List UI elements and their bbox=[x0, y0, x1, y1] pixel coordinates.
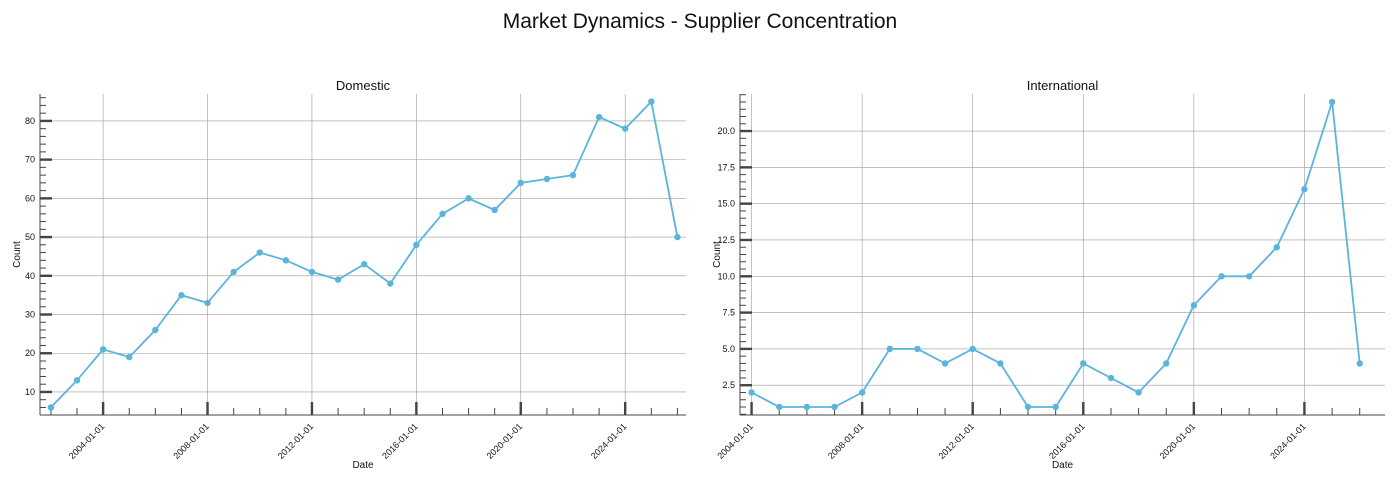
data-point bbox=[858, 389, 866, 396]
data-point bbox=[621, 125, 629, 132]
data-point bbox=[803, 403, 811, 411]
data-point bbox=[1218, 273, 1225, 280]
data-point bbox=[256, 249, 263, 256]
panel-title: Domestic bbox=[336, 78, 391, 93]
data-point bbox=[941, 360, 949, 367]
y-tick-label: 2.5 bbox=[722, 380, 735, 390]
chart-suptitle: Market Dynamics - Supplier Concentration bbox=[502, 10, 898, 33]
data-point bbox=[648, 98, 655, 105]
data-point bbox=[47, 404, 55, 411]
data-point bbox=[360, 260, 368, 268]
x-tick-label: 2012-01-01 bbox=[936, 421, 976, 461]
data-point bbox=[997, 360, 1004, 367]
data-point bbox=[178, 291, 185, 299]
data-point bbox=[517, 179, 524, 187]
data-point bbox=[1135, 389, 1142, 396]
data-point bbox=[1328, 98, 1336, 106]
x-tick-label: 2008-01-01 bbox=[826, 421, 866, 461]
y-tick-label: 20 bbox=[25, 348, 35, 358]
data-point bbox=[674, 233, 681, 241]
data-point bbox=[282, 257, 290, 264]
data-point bbox=[1107, 374, 1115, 382]
data-point bbox=[439, 210, 446, 218]
data-point bbox=[99, 346, 107, 353]
y-tick-label: 30 bbox=[25, 310, 35, 320]
x-tick-label: 2004-01-01 bbox=[715, 421, 755, 461]
data-point bbox=[831, 403, 838, 411]
x-tick-label: 2020-01-01 bbox=[1158, 421, 1198, 461]
x-axis-label: Date bbox=[352, 460, 374, 471]
y-tick-label: 50 bbox=[25, 232, 35, 242]
data-point bbox=[543, 175, 551, 183]
x-tick-label: 2024-01-01 bbox=[1268, 421, 1308, 461]
y-tick-label: 5.0 bbox=[722, 344, 735, 354]
data-point bbox=[748, 389, 755, 396]
y-tick-label: 60 bbox=[25, 193, 35, 203]
data-point bbox=[126, 353, 133, 361]
data-point bbox=[413, 241, 420, 249]
data-point bbox=[491, 206, 498, 214]
y-tick-label: 20.0 bbox=[717, 126, 735, 136]
data-point bbox=[914, 345, 921, 353]
x-tick-label: 2020-01-01 bbox=[485, 421, 525, 461]
data-point bbox=[308, 268, 316, 276]
y-tick-label: 10.0 bbox=[717, 271, 735, 281]
series-line bbox=[751, 101, 1361, 408]
x-axis-label: Date bbox=[1052, 460, 1074, 471]
y-tick-label: 10 bbox=[25, 387, 35, 397]
data-point bbox=[1163, 360, 1170, 367]
data-point bbox=[230, 268, 237, 276]
data-point bbox=[152, 326, 159, 334]
series-line bbox=[50, 99, 679, 409]
panel-domestic: 10 20 30 40 50 60 70 80 2004-01-01 2008-01-01 2012… bbox=[12, 78, 686, 471]
data-point bbox=[73, 377, 81, 384]
data-point bbox=[1080, 360, 1087, 367]
data-point bbox=[387, 280, 394, 287]
y-axis-label: Count bbox=[712, 241, 723, 268]
x-tick-label: 2016-01-01 bbox=[380, 421, 420, 461]
data-point bbox=[969, 345, 976, 353]
x-tick-label: 2016-01-01 bbox=[1047, 421, 1087, 461]
x-tick-label: 2004-01-01 bbox=[67, 421, 107, 461]
y-axis-label: Count bbox=[12, 241, 23, 268]
data-point bbox=[1301, 185, 1308, 193]
data-point bbox=[569, 171, 577, 179]
data-point bbox=[1273, 244, 1280, 251]
y-tick-label: 15.0 bbox=[717, 199, 735, 209]
data-point bbox=[465, 195, 472, 202]
panel-title: International bbox=[1027, 78, 1099, 93]
y-tick-label: 70 bbox=[25, 155, 35, 165]
y-tick-label: 12.5 bbox=[717, 235, 735, 245]
x-tick-label: 2024-01-01 bbox=[589, 421, 629, 461]
data-point bbox=[334, 276, 342, 283]
data-point bbox=[886, 345, 894, 353]
data-point bbox=[595, 113, 603, 121]
x-tick-label: 2012-01-01 bbox=[276, 421, 316, 461]
panel-international: 2.5 5.0 7.5 10.0 12.5 15.0 17.5 20.0 2004-01-01 2… bbox=[712, 78, 1385, 471]
data-point bbox=[204, 299, 211, 307]
data-point bbox=[1356, 360, 1363, 367]
data-point bbox=[1190, 302, 1198, 309]
y-tick-label: 40 bbox=[25, 271, 35, 281]
y-tick-label: 17.5 bbox=[717, 162, 735, 172]
data-point bbox=[776, 403, 783, 411]
x-tick-label: 2008-01-01 bbox=[171, 421, 211, 461]
y-tick-label: 80 bbox=[25, 116, 35, 126]
data-point bbox=[1024, 403, 1032, 411]
data-point bbox=[1245, 273, 1253, 280]
data-point bbox=[1052, 403, 1059, 411]
y-tick-label: 7.5 bbox=[722, 308, 735, 318]
